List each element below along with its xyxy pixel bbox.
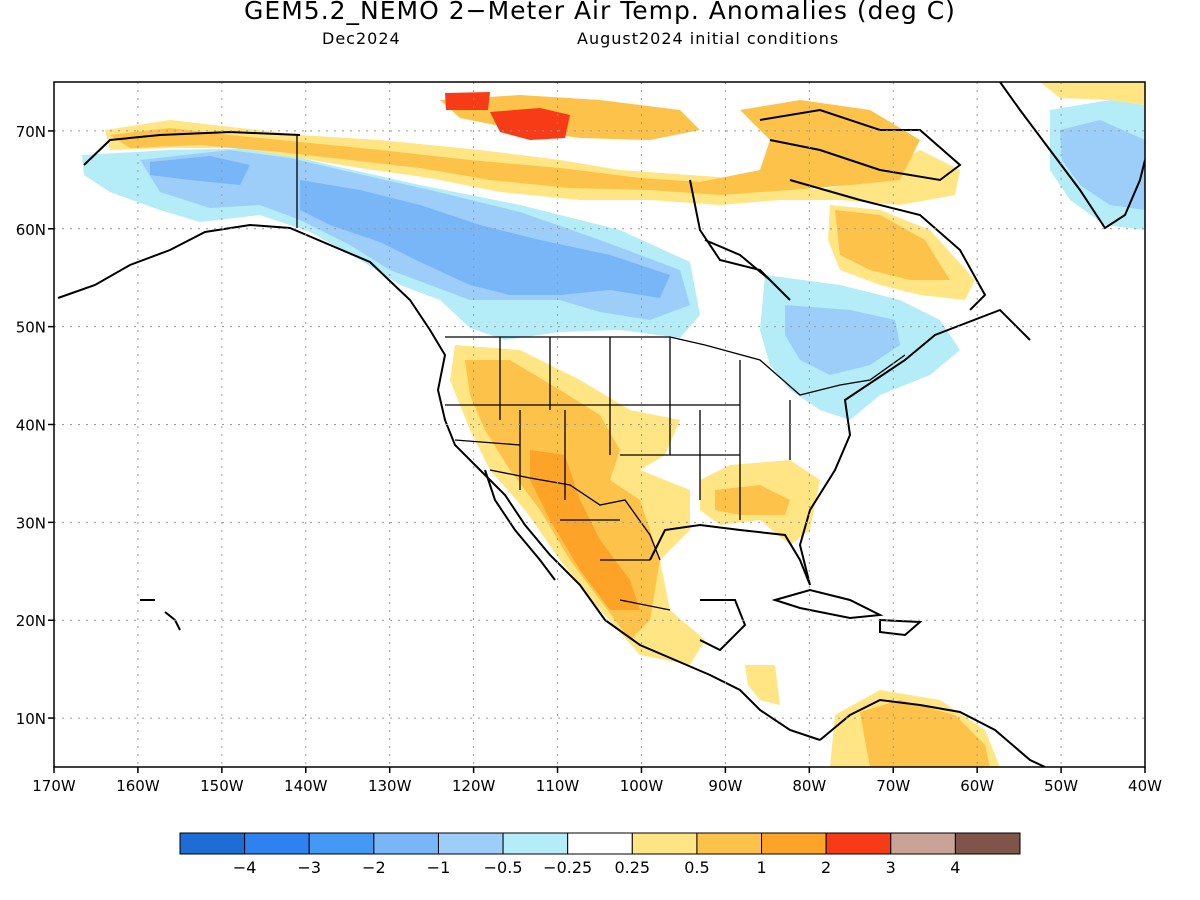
coast-baffin bbox=[759, 108, 962, 182]
lat-tick-label: 40N bbox=[16, 417, 46, 435]
border-us-canada bbox=[445, 336, 906, 396]
coast-northamerica-west bbox=[57, 223, 821, 741]
legend-label: 1 bbox=[756, 858, 766, 877]
legend-swatch bbox=[373, 832, 439, 855]
legend-swatch bbox=[502, 832, 569, 855]
coast-cuba bbox=[771, 588, 884, 620]
region-warm-greenland-north bbox=[1040, 82, 1145, 105]
lon-tick-label: 110W bbox=[536, 777, 580, 795]
region-hot-small bbox=[445, 92, 490, 110]
lon-tick-label: 150W bbox=[200, 777, 244, 795]
region-warm-southeast-core bbox=[715, 485, 790, 515]
color-legend: −4 −3 −2 −1 −0.5 −0.25 0.25 0.5 1 2 3 4 bbox=[179, 832, 1021, 877]
region-warm-baffin bbox=[440, 95, 700, 140]
lon-tick-label: 100W bbox=[620, 777, 664, 795]
legend-swatch bbox=[825, 832, 892, 855]
legend-label: 0.25 bbox=[614, 858, 650, 877]
coast-greenland bbox=[999, 82, 1145, 230]
legend-label: −4 bbox=[233, 858, 257, 877]
lat-tick-label: 10N bbox=[16, 710, 46, 728]
legend-swatch bbox=[437, 832, 504, 855]
legend-swatch bbox=[244, 832, 310, 855]
lon-tick-label: 50W bbox=[1044, 777, 1078, 795]
border-us-mexico bbox=[489, 469, 661, 561]
region-warm-labrador-core bbox=[835, 210, 950, 280]
legend-swatch bbox=[890, 832, 956, 855]
coast-baja bbox=[484, 469, 556, 581]
legend-swatch bbox=[954, 832, 1021, 855]
region-hot-baffin bbox=[490, 108, 570, 140]
region-cold-core bbox=[150, 156, 250, 185]
legend-label: 0.5 bbox=[684, 858, 709, 877]
region-warm-venezuela-core bbox=[860, 700, 990, 767]
chart-title: GEM5.2_NEMO 2−Meter Air Temp. Anomalies … bbox=[244, 0, 956, 25]
lon-tick-label: 70W bbox=[876, 777, 910, 795]
lon-tick-label: 170W bbox=[32, 777, 76, 795]
region-cold-greenland-core bbox=[1060, 120, 1145, 210]
coast-southamerica bbox=[819, 698, 1046, 767]
coast-hispaniola bbox=[879, 618, 923, 637]
lon-tick-label: 160W bbox=[116, 777, 160, 795]
legend-label: 4 bbox=[950, 858, 960, 877]
forecast-month: Dec2024 bbox=[322, 29, 401, 48]
lat-tick-label: 60N bbox=[16, 221, 46, 239]
lon-tick-label: 130W bbox=[368, 777, 412, 795]
coast-labrador bbox=[789, 179, 987, 311]
legend-swatch bbox=[308, 832, 375, 855]
lat-tick-label: 30N bbox=[16, 514, 46, 532]
legend-swatch bbox=[631, 832, 698, 855]
legend-label: 3 bbox=[886, 858, 896, 877]
legend-swatch bbox=[567, 832, 633, 855]
legend-swatch bbox=[696, 832, 763, 855]
border-mexico-states bbox=[560, 519, 671, 611]
legend-label: −1 bbox=[427, 858, 451, 877]
region-warm-centralamerica bbox=[745, 665, 780, 705]
lat-tick-label: 20N bbox=[16, 612, 46, 630]
region-cold-yukon bbox=[300, 180, 670, 298]
lon-tick-label: 120W bbox=[452, 777, 496, 795]
legend-label: −2 bbox=[362, 858, 386, 877]
coast-alaska-north bbox=[83, 130, 301, 166]
coast-hudson-bay bbox=[689, 179, 791, 301]
region-warm-arctic-core bbox=[110, 100, 920, 195]
lon-tick-label: 140W bbox=[284, 777, 328, 795]
lat-tick-label: 50N bbox=[16, 319, 46, 337]
coast-gulf bbox=[649, 308, 1031, 586]
gridlines bbox=[54, 82, 1145, 767]
anomaly-shading bbox=[82, 82, 1145, 767]
borders bbox=[296, 135, 906, 611]
lon-tick-label: 80W bbox=[792, 777, 826, 795]
lon-axis: 170W 160W 150W 140W 130W 120W 110W 100W 90W 80W 70… bbox=[32, 767, 1162, 795]
coast-hawaii bbox=[140, 599, 181, 631]
legend-swatch bbox=[761, 832, 827, 855]
legend-label: 2 bbox=[821, 858, 831, 877]
legend-label: −0.25 bbox=[543, 858, 592, 877]
region-cold-quebec-core bbox=[785, 305, 900, 375]
lon-tick-label: 40W bbox=[1128, 777, 1162, 795]
border-states bbox=[445, 337, 791, 520]
lon-tick-label: 90W bbox=[708, 777, 742, 795]
legend-label: −3 bbox=[297, 858, 321, 877]
lat-tick-label: 70N bbox=[16, 123, 46, 141]
legend-label: −0.5 bbox=[484, 858, 523, 877]
lat-axis: 10N 20N 30N 40N 50N 60N 70N bbox=[16, 123, 54, 728]
coastlines bbox=[57, 82, 1145, 767]
legend-swatch bbox=[179, 832, 246, 855]
coast-yucatan bbox=[699, 599, 747, 652]
initial-conditions: August2024 initial conditions bbox=[577, 29, 840, 48]
lon-tick-label: 60W bbox=[960, 777, 994, 795]
